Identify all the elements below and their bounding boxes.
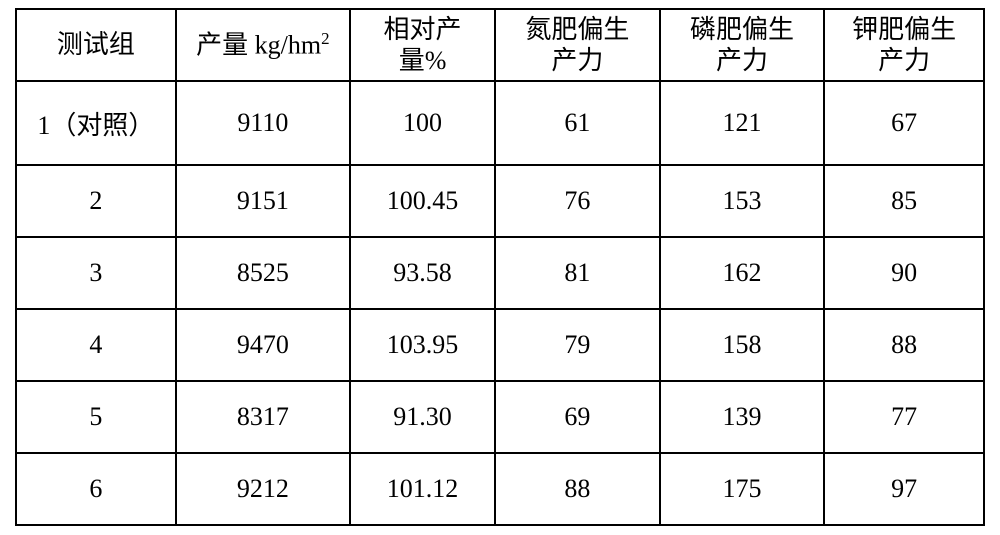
cell-potassium: 88 (824, 309, 984, 381)
cell-relative-yield: 101.12 (350, 453, 495, 525)
table-row: 5 8317 91.30 69 139 77 (16, 381, 984, 453)
fertilizer-productivity-table: 测试组 产量 kg/hm2 相对产 量% 氮肥偏生 产力 磷肥偏生 产力 钾肥偏… (15, 8, 985, 526)
cell-test-group: 1（对照） (16, 81, 176, 165)
cell-relative-yield: 103.95 (350, 309, 495, 381)
header-phosphorus: 磷肥偏生 产力 (660, 9, 825, 81)
header-nitrogen: 氮肥偏生 产力 (495, 9, 660, 81)
header-nitrogen-line2: 产力 (551, 46, 603, 75)
table-row: 1（对照） 9110 100 61 121 67 (16, 81, 984, 165)
cell-nitrogen: 79 (495, 309, 660, 381)
cell-potassium: 90 (824, 237, 984, 309)
header-yield-sup: 2 (321, 29, 329, 48)
cell-phosphorus: 162 (660, 237, 825, 309)
header-test-group: 测试组 (16, 9, 176, 81)
cell-phosphorus: 153 (660, 165, 825, 237)
cell-test-group: 5 (16, 381, 176, 453)
cell-potassium: 67 (824, 81, 984, 165)
header-phosphorus-line2: 产力 (716, 46, 768, 75)
cell-test-group: 2 (16, 165, 176, 237)
cell-test-group: 6 (16, 453, 176, 525)
header-relative-yield-line1: 相对产 (384, 15, 462, 44)
header-phosphorus-line1: 磷肥偏生 (690, 15, 794, 44)
header-relative-yield: 相对产 量% (350, 9, 495, 81)
cell-yield: 9151 (176, 165, 350, 237)
cell-potassium: 97 (824, 453, 984, 525)
cell-potassium: 85 (824, 165, 984, 237)
cell-relative-yield: 100 (350, 81, 495, 165)
cell-phosphorus: 175 (660, 453, 825, 525)
cell-test-group: 4 (16, 309, 176, 381)
table-row: 2 9151 100.45 76 153 85 (16, 165, 984, 237)
header-potassium: 钾肥偏生 产力 (824, 9, 984, 81)
cell-relative-yield: 91.30 (350, 381, 495, 453)
table-row: 6 9212 101.12 88 175 97 (16, 453, 984, 525)
table-header: 测试组 产量 kg/hm2 相对产 量% 氮肥偏生 产力 磷肥偏生 产力 钾肥偏… (16, 9, 984, 81)
cell-yield: 9212 (176, 453, 350, 525)
header-relative-yield-line2: 量% (399, 46, 447, 75)
header-yield: 产量 kg/hm2 (176, 9, 350, 81)
cell-nitrogen: 88 (495, 453, 660, 525)
cell-yield: 9110 (176, 81, 350, 165)
header-yield-text: 产量 kg/hm (196, 31, 321, 60)
cell-yield: 9470 (176, 309, 350, 381)
header-potassium-line1: 钾肥偏生 (852, 15, 956, 44)
table-body: 1（对照） 9110 100 61 121 67 2 9151 100.45 7… (16, 81, 984, 525)
header-potassium-line2: 产力 (878, 46, 930, 75)
cell-nitrogen: 69 (495, 381, 660, 453)
cell-test-group: 3 (16, 237, 176, 309)
cell-nitrogen: 76 (495, 165, 660, 237)
cell-relative-yield: 93.58 (350, 237, 495, 309)
cell-phosphorus: 139 (660, 381, 825, 453)
cell-nitrogen: 81 (495, 237, 660, 309)
cell-phosphorus: 158 (660, 309, 825, 381)
header-nitrogen-line1: 氮肥偏生 (525, 15, 629, 44)
cell-relative-yield: 100.45 (350, 165, 495, 237)
cell-potassium: 77 (824, 381, 984, 453)
table-row: 3 8525 93.58 81 162 90 (16, 237, 984, 309)
cell-yield: 8317 (176, 381, 350, 453)
cell-yield: 8525 (176, 237, 350, 309)
header-row: 测试组 产量 kg/hm2 相对产 量% 氮肥偏生 产力 磷肥偏生 产力 钾肥偏… (16, 9, 984, 81)
cell-phosphorus: 121 (660, 81, 825, 165)
cell-nitrogen: 61 (495, 81, 660, 165)
table-row: 4 9470 103.95 79 158 88 (16, 309, 984, 381)
